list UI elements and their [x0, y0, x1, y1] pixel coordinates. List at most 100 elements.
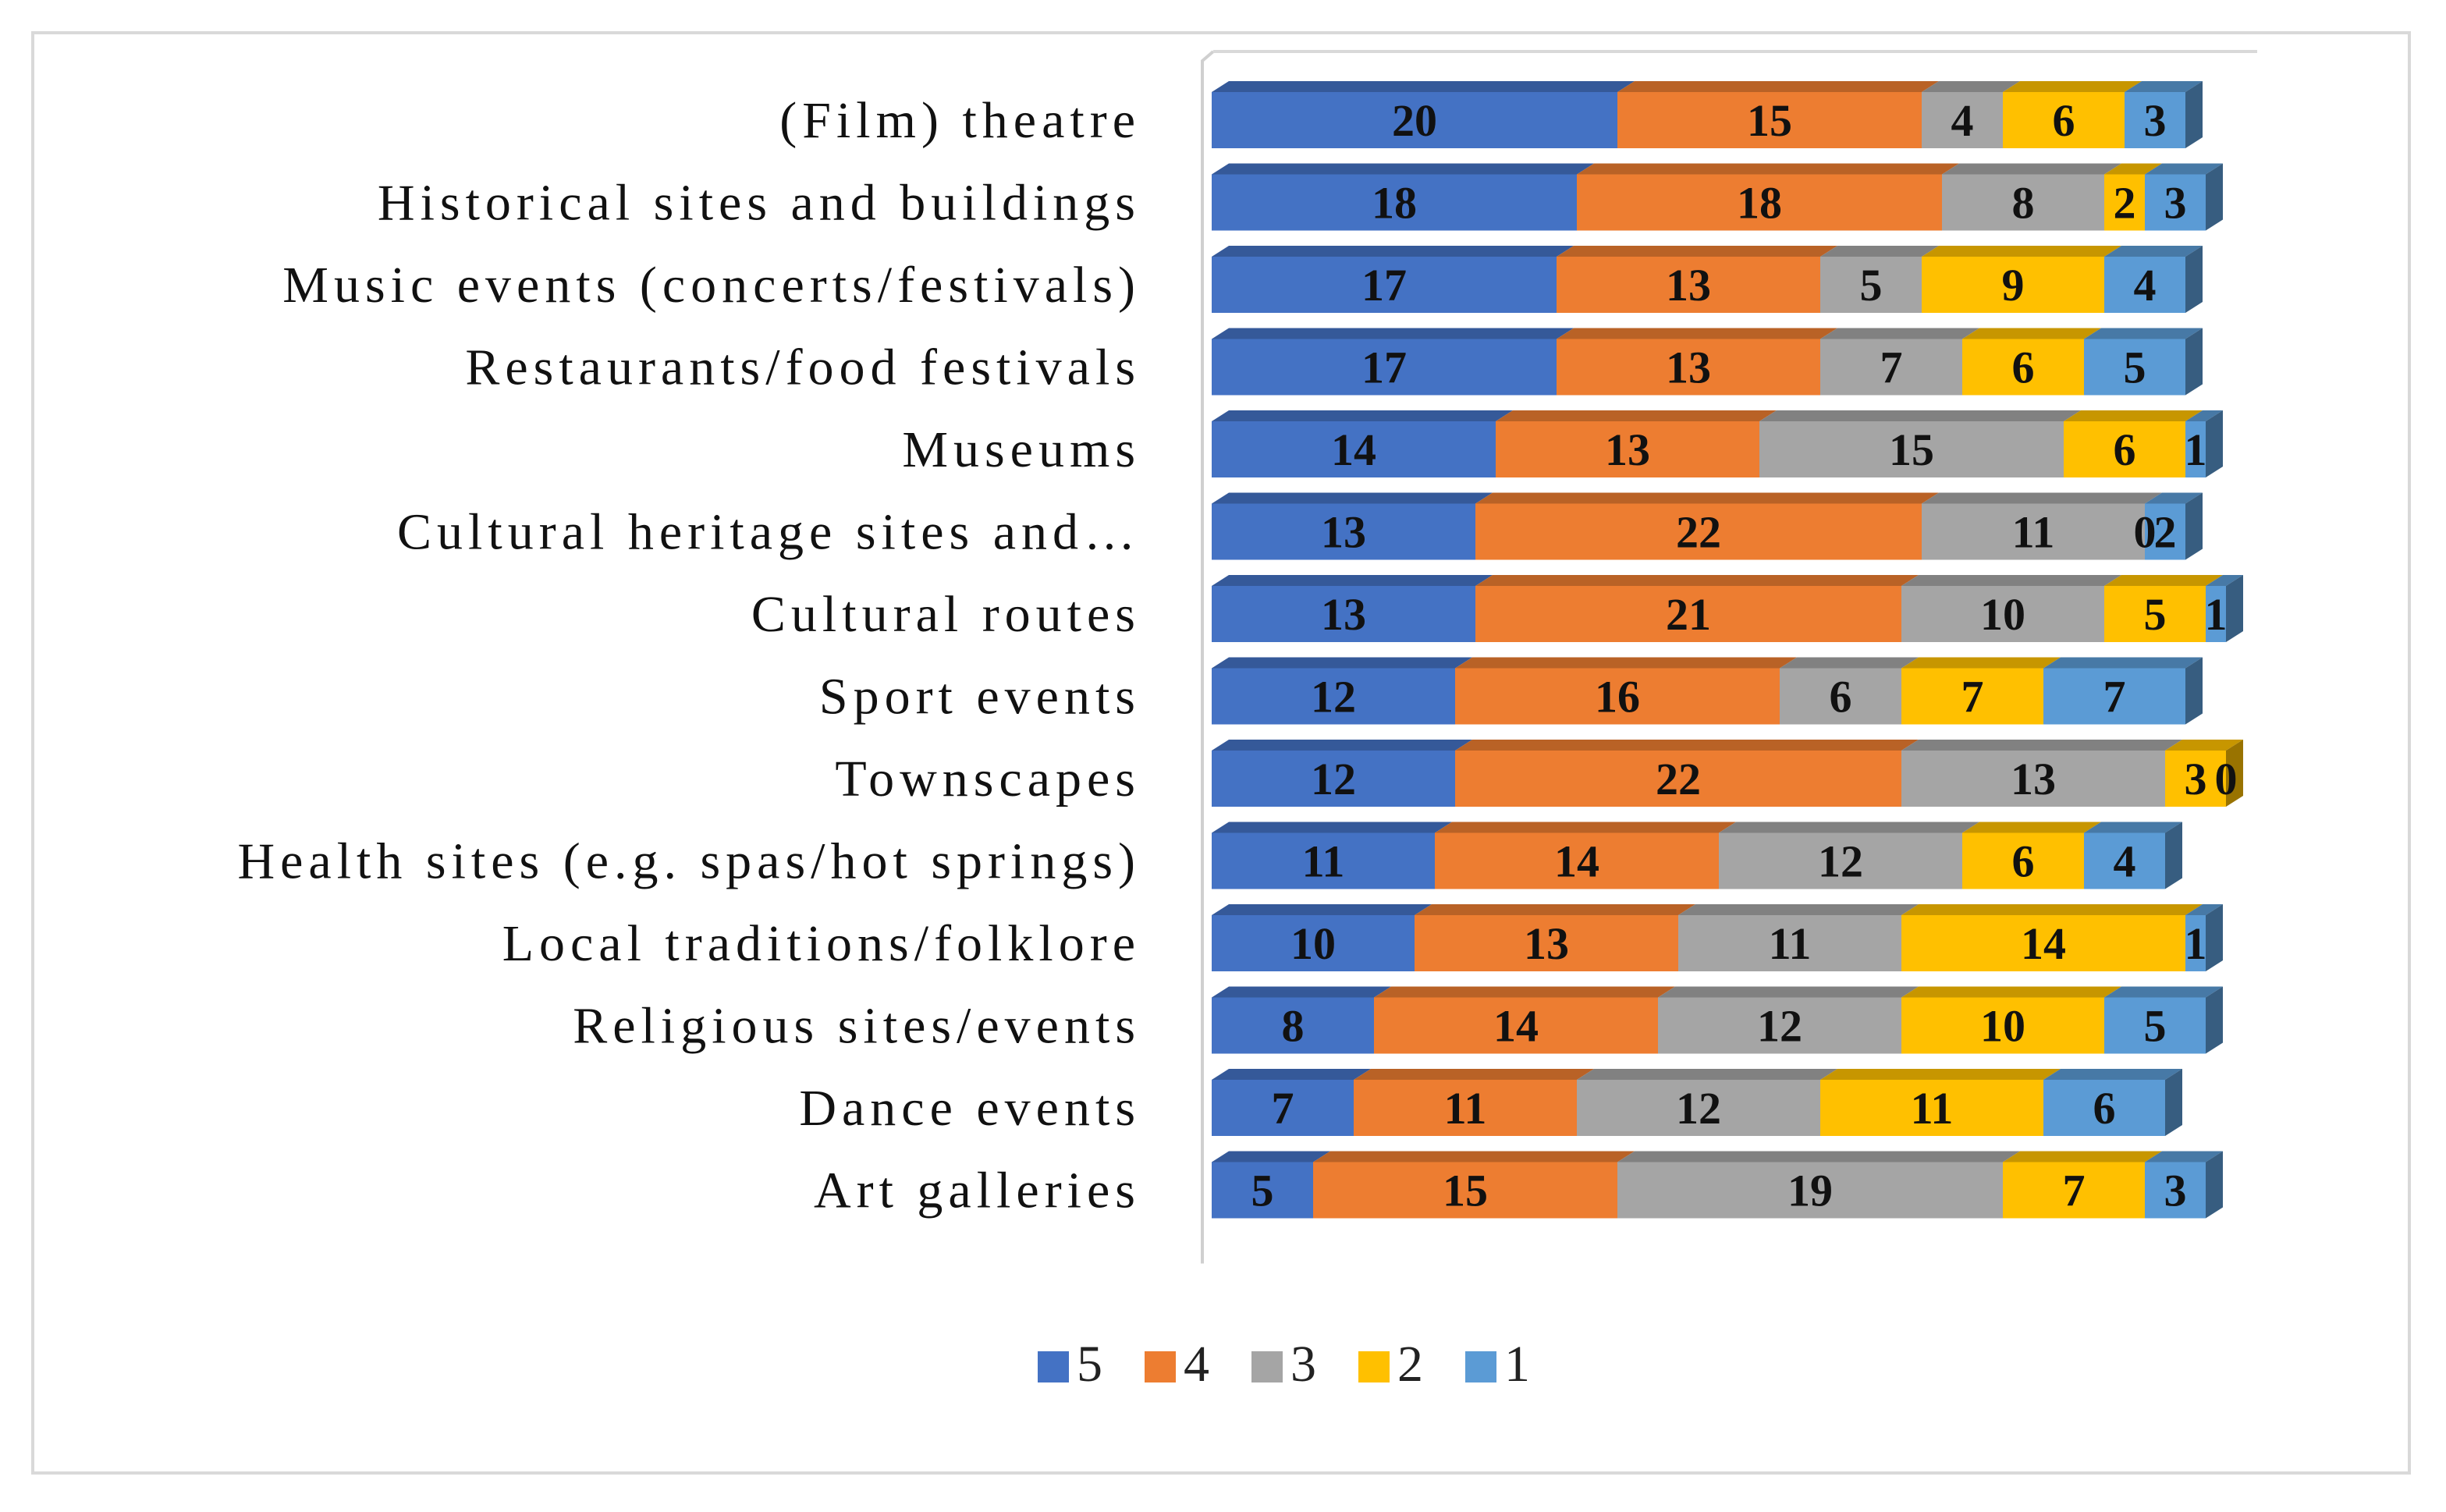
data-label: 11	[1444, 1083, 1487, 1134]
category-label: Religious sites/events	[573, 998, 1141, 1055]
bar-top-face	[1374, 986, 1675, 998]
bar-segment	[1577, 1080, 1820, 1136]
bar-segment	[1212, 503, 1475, 560]
bar-top-face	[1617, 81, 1939, 92]
bar-segment	[1212, 1162, 1313, 1219]
bar-segment	[1922, 92, 2003, 148]
bar-side-face	[2226, 575, 2243, 642]
data-label: 4	[2134, 260, 2157, 311]
data-label: 6	[2093, 1083, 2116, 1134]
bar-segment	[1942, 174, 2104, 231]
bar-top-face	[1415, 904, 1695, 915]
data-label: 7	[2103, 672, 2126, 722]
data-label: 5	[2124, 343, 2146, 393]
axis-walls	[1201, 50, 2257, 1264]
bar-segment	[1617, 92, 1922, 148]
bar-segment	[1212, 832, 1435, 889]
bar-top-face	[1901, 657, 2061, 669]
bar-side-face	[2206, 986, 2223, 1054]
depth-axis-line	[1201, 50, 1215, 1264]
data-label: 13	[1666, 260, 1711, 311]
bar-top-face	[1212, 822, 1452, 833]
bar-top-face	[1455, 740, 1919, 751]
bar-top-face	[1212, 1069, 1371, 1080]
data-label: 3	[2164, 178, 2187, 229]
bar-segment	[1617, 1162, 2003, 1219]
bar-top-face	[2043, 1069, 2182, 1080]
bars: 20 15 4 6 318 18 8 2 317 13 5 9 417 13 7 6 514 13 15 6 113 22…	[1212, 81, 2243, 1219]
data-label: 19	[1787, 1166, 1833, 1216]
data-label: 12	[1311, 672, 1356, 722]
bar-top-face	[2145, 492, 2203, 504]
bar-top-face	[1212, 492, 1493, 504]
bar-segment	[1212, 668, 1455, 725]
category-label: Historical sites and buildings	[378, 175, 1141, 232]
bar-segment	[2104, 174, 2145, 231]
bar-side-face	[2206, 163, 2223, 231]
data-label: 7	[1880, 343, 1903, 393]
data-label: 12	[1818, 836, 1863, 887]
bar-segment	[1496, 421, 1759, 477]
bar-side-face	[2185, 246, 2203, 313]
bar-side-face	[2206, 410, 2223, 477]
bar-top-face	[1557, 246, 1837, 257]
bar-segment	[1455, 668, 1780, 725]
data-label: 11	[1769, 918, 1812, 969]
bar-segment	[1962, 832, 2084, 889]
bar-top-face	[2145, 163, 2223, 175]
data-label: 15	[1443, 1166, 1488, 1216]
data-label: 3	[2185, 754, 2207, 804]
bar-segment	[1901, 997, 2104, 1054]
bar-segment	[2145, 1162, 2206, 1219]
bar-segment	[1415, 915, 1678, 971]
bar-top-face	[1962, 328, 2101, 339]
bar-top-face	[1212, 410, 1513, 421]
data-label: 18	[1372, 178, 1417, 229]
bar-top-face	[1354, 1069, 1594, 1080]
data-label: 4	[2114, 836, 2136, 887]
bar-side-face	[2165, 1069, 2182, 1136]
bar-top-face	[2206, 575, 2243, 586]
legend-label: 2	[1397, 1336, 1423, 1393]
bar-segment	[1212, 997, 1374, 1054]
bar-segment	[1212, 174, 1577, 231]
bar-top-face	[1719, 822, 1979, 833]
data-label: 3	[2164, 1166, 2187, 1216]
bar-side-face	[2185, 81, 2203, 148]
bar-segment	[2104, 586, 2206, 642]
category-label: Art galleries	[814, 1162, 1141, 1219]
data-label: 6	[2114, 424, 2136, 475]
bar-segment	[1759, 421, 2064, 477]
bar-segment	[1212, 751, 1455, 807]
data-label: 15	[1747, 95, 1792, 146]
data-label: 14	[1493, 1001, 1539, 1052]
bar-segment	[1212, 92, 1617, 148]
bar-top-face	[1496, 410, 1777, 421]
data-label: 5	[1860, 260, 1883, 311]
data-label: 7	[1961, 672, 1984, 722]
bar-segment	[2185, 915, 2206, 971]
data-label: 12	[1676, 1083, 1721, 1134]
bar-segment	[1922, 257, 2104, 313]
data-label: 21	[1666, 589, 1711, 640]
bar-top-face	[1780, 657, 1919, 669]
data-label: 8	[1282, 1001, 1305, 1052]
legend-label: 1	[1504, 1336, 1530, 1393]
bar-segment	[1820, 1080, 2043, 1136]
data-label: 5	[1251, 1166, 1274, 1216]
legend: 5 4 3 2 1	[1038, 1336, 1530, 1393]
category-labels: (Film) theatre Historical sites and build…	[237, 92, 1141, 1219]
bar-segment	[1658, 997, 1901, 1054]
bar-segment	[2145, 174, 2206, 231]
bar-segment	[1374, 997, 1658, 1054]
bar-top-face	[1212, 575, 1493, 586]
data-label: 22	[1676, 507, 1721, 558]
bar-top-face	[2003, 1151, 2162, 1162]
bar-segment	[1313, 1162, 1617, 1219]
bar-segment	[1475, 503, 1922, 560]
bar-segment	[2145, 503, 2185, 560]
bar-segment	[2165, 751, 2226, 807]
data-label: 13	[1321, 507, 1366, 558]
bar-segment	[2206, 586, 2226, 642]
bar-top-face	[1901, 575, 2121, 586]
